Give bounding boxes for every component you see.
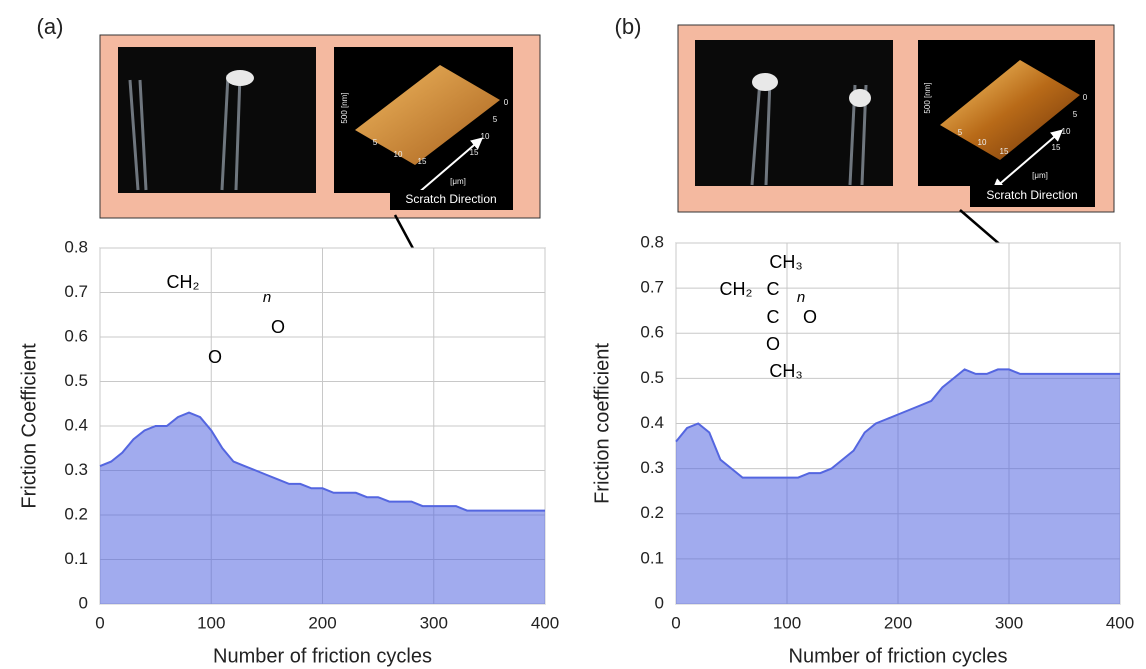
- y-tick-label: 0.7: [640, 278, 664, 297]
- afm-tick-label: 15: [1052, 143, 1061, 152]
- structure-label: CH₂: [167, 272, 200, 292]
- friction-area: [676, 369, 1120, 604]
- afm-tick-label: 5: [1073, 110, 1078, 119]
- y-tick-label: 0: [655, 593, 664, 612]
- afm-tick-label: 15: [418, 157, 427, 166]
- afm-tick-label: 15: [1000, 147, 1009, 156]
- y-tick-label: 0.5: [64, 371, 88, 390]
- micrograph: [695, 40, 893, 186]
- afm-tick-label: 10: [481, 132, 490, 141]
- afm-scale-label: 500 [nm]: [923, 82, 932, 113]
- structure-label: O: [803, 307, 817, 327]
- y-tick-label: 0.2: [64, 504, 88, 523]
- afm-tick-label: 5: [493, 115, 498, 124]
- x-tick-label: 300: [420, 613, 448, 632]
- panel-label: (a): [37, 14, 64, 39]
- panel-label: (b): [615, 14, 642, 39]
- structure-label: CH₃: [769, 252, 802, 272]
- y-tick-label: 0.4: [640, 413, 664, 432]
- y-tick-label: 0: [79, 593, 88, 612]
- y-axis-label: Friction coefficient: [591, 343, 613, 504]
- structure-label: n: [263, 289, 271, 306]
- x-axis-label: Number of friction cycles: [213, 645, 432, 667]
- y-tick-label: 0.5: [640, 368, 664, 387]
- scratch-caption: Scratch Direction: [986, 188, 1077, 202]
- y-tick-label: 0.8: [64, 237, 88, 256]
- afm-tick-label: 10: [978, 138, 987, 147]
- x-tick-label: 100: [773, 613, 801, 632]
- x-tick-label: 100: [197, 613, 225, 632]
- y-tick-label: 0.6: [64, 326, 88, 345]
- afm-tick-label: 5: [958, 128, 963, 137]
- x-axis-label: Number of friction cycles: [789, 645, 1008, 667]
- inset-a: [99, 34, 541, 467]
- friction-line: [675, 368, 1120, 479]
- afm-tick-label: 0: [1083, 93, 1088, 102]
- y-tick-label: 0.1: [640, 548, 664, 567]
- inset-b: [677, 24, 1115, 339]
- x-tick-label: 0: [671, 613, 680, 632]
- structure-label: CH₃: [769, 361, 802, 381]
- x-tick-label: 400: [531, 613, 559, 632]
- structure-label: O: [271, 317, 285, 337]
- friction-line: [99, 411, 545, 512]
- y-tick-label: 0.1: [64, 549, 88, 568]
- y-tick-label: 0.8: [640, 232, 664, 251]
- structure-label: C: [767, 307, 780, 327]
- structure-label: n: [797, 289, 805, 306]
- x-tick-label: 400: [1106, 613, 1134, 632]
- y-tick-label: 0.6: [640, 323, 664, 342]
- afm-unit-label: [μm]: [450, 177, 466, 186]
- x-tick-label: 200: [884, 613, 912, 632]
- structure-label: O: [766, 334, 780, 354]
- afm-scale-label: 500 [nm]: [340, 92, 349, 123]
- x-tick-label: 200: [308, 613, 336, 632]
- scratch-caption: Scratch Direction: [405, 192, 496, 206]
- structure-label: O: [208, 347, 222, 367]
- structure-label: C: [767, 279, 780, 299]
- x-tick-label: 300: [995, 613, 1023, 632]
- y-tick-label: 0.2: [640, 503, 664, 522]
- afm-tick-label: 5: [373, 138, 378, 147]
- structure-label: CH₂: [720, 279, 753, 299]
- y-tick-label: 0.4: [64, 415, 88, 434]
- y-tick-label: 0.7: [64, 282, 88, 301]
- x-tick-label: 0: [95, 613, 104, 632]
- y-tick-label: 0.3: [640, 458, 664, 477]
- y-tick-label: 0.3: [64, 460, 88, 479]
- afm-tick-label: 0: [504, 98, 509, 107]
- y-axis-label: Friction Coefficient: [18, 343, 40, 509]
- afm-tick-label: 10: [394, 150, 403, 159]
- afm-unit-label: [μm]: [1032, 171, 1048, 180]
- friction-area: [100, 412, 545, 604]
- afm-tick-label: 10: [1062, 127, 1071, 136]
- micrograph: [118, 47, 316, 193]
- afm-tick-label: 15: [470, 148, 479, 157]
